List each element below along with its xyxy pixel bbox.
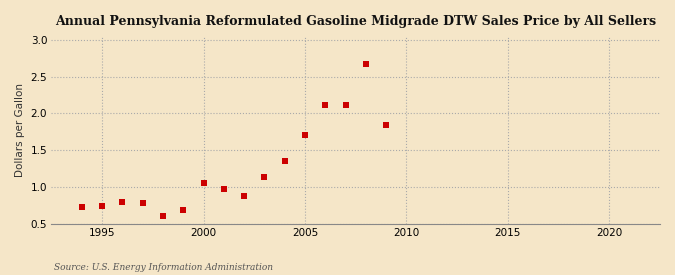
Text: Source: U.S. Energy Information Administration: Source: U.S. Energy Information Administ… bbox=[54, 263, 273, 272]
Point bbox=[381, 123, 392, 127]
Point bbox=[279, 159, 290, 163]
Point bbox=[157, 214, 168, 219]
Point bbox=[219, 187, 230, 191]
Point bbox=[259, 175, 270, 180]
Point bbox=[198, 180, 209, 185]
Point bbox=[117, 200, 128, 204]
Point bbox=[360, 62, 371, 66]
Point bbox=[97, 204, 107, 208]
Point bbox=[320, 103, 331, 108]
Title: Annual Pennsylvania Reformulated Gasoline Midgrade DTW Sales Price by All Seller: Annual Pennsylvania Reformulated Gasolin… bbox=[55, 15, 656, 28]
Y-axis label: Dollars per Gallon: Dollars per Gallon bbox=[15, 83, 25, 177]
Point bbox=[300, 133, 310, 138]
Point bbox=[340, 102, 351, 107]
Point bbox=[178, 208, 188, 212]
Point bbox=[137, 201, 148, 205]
Point bbox=[76, 205, 87, 209]
Point bbox=[239, 194, 250, 198]
